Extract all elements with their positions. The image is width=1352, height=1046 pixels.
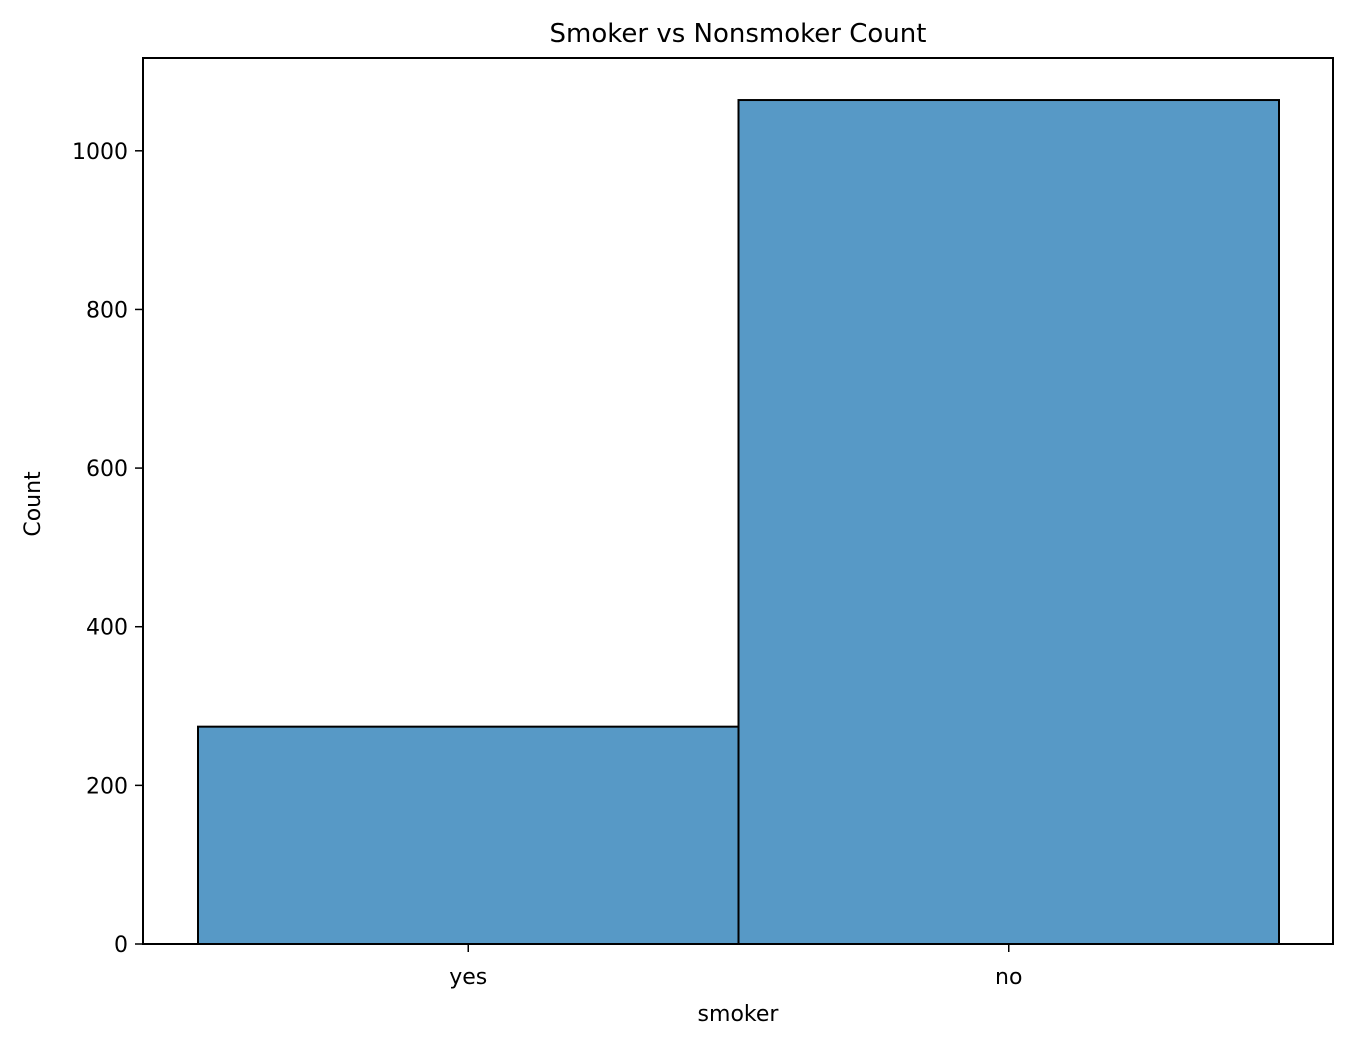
y-tick-label: 1000 <box>72 140 128 165</box>
y-tick-label: 0 <box>114 933 128 958</box>
y-axis: 0 200 400 600 800 1000 <box>72 140 143 958</box>
bar-yes <box>197 725 740 946</box>
bars-layer <box>197 99 1280 946</box>
y-tick-label: 400 <box>86 616 128 641</box>
y-tick-label: 800 <box>86 298 128 323</box>
x-axis-title: smoker <box>698 1002 780 1027</box>
x-tick-label: yes <box>449 965 487 990</box>
x-axis: yes no <box>449 944 1022 990</box>
plot-frame <box>142 57 1334 945</box>
y-axis-title: Count <box>21 471 46 537</box>
chart-title: Smoker vs Nonsmoker Count <box>550 19 927 49</box>
y-tick-label: 200 <box>86 774 128 799</box>
y-tick-label: 600 <box>86 457 128 482</box>
bar-no <box>737 99 1280 946</box>
x-tick-label: no <box>995 965 1022 990</box>
